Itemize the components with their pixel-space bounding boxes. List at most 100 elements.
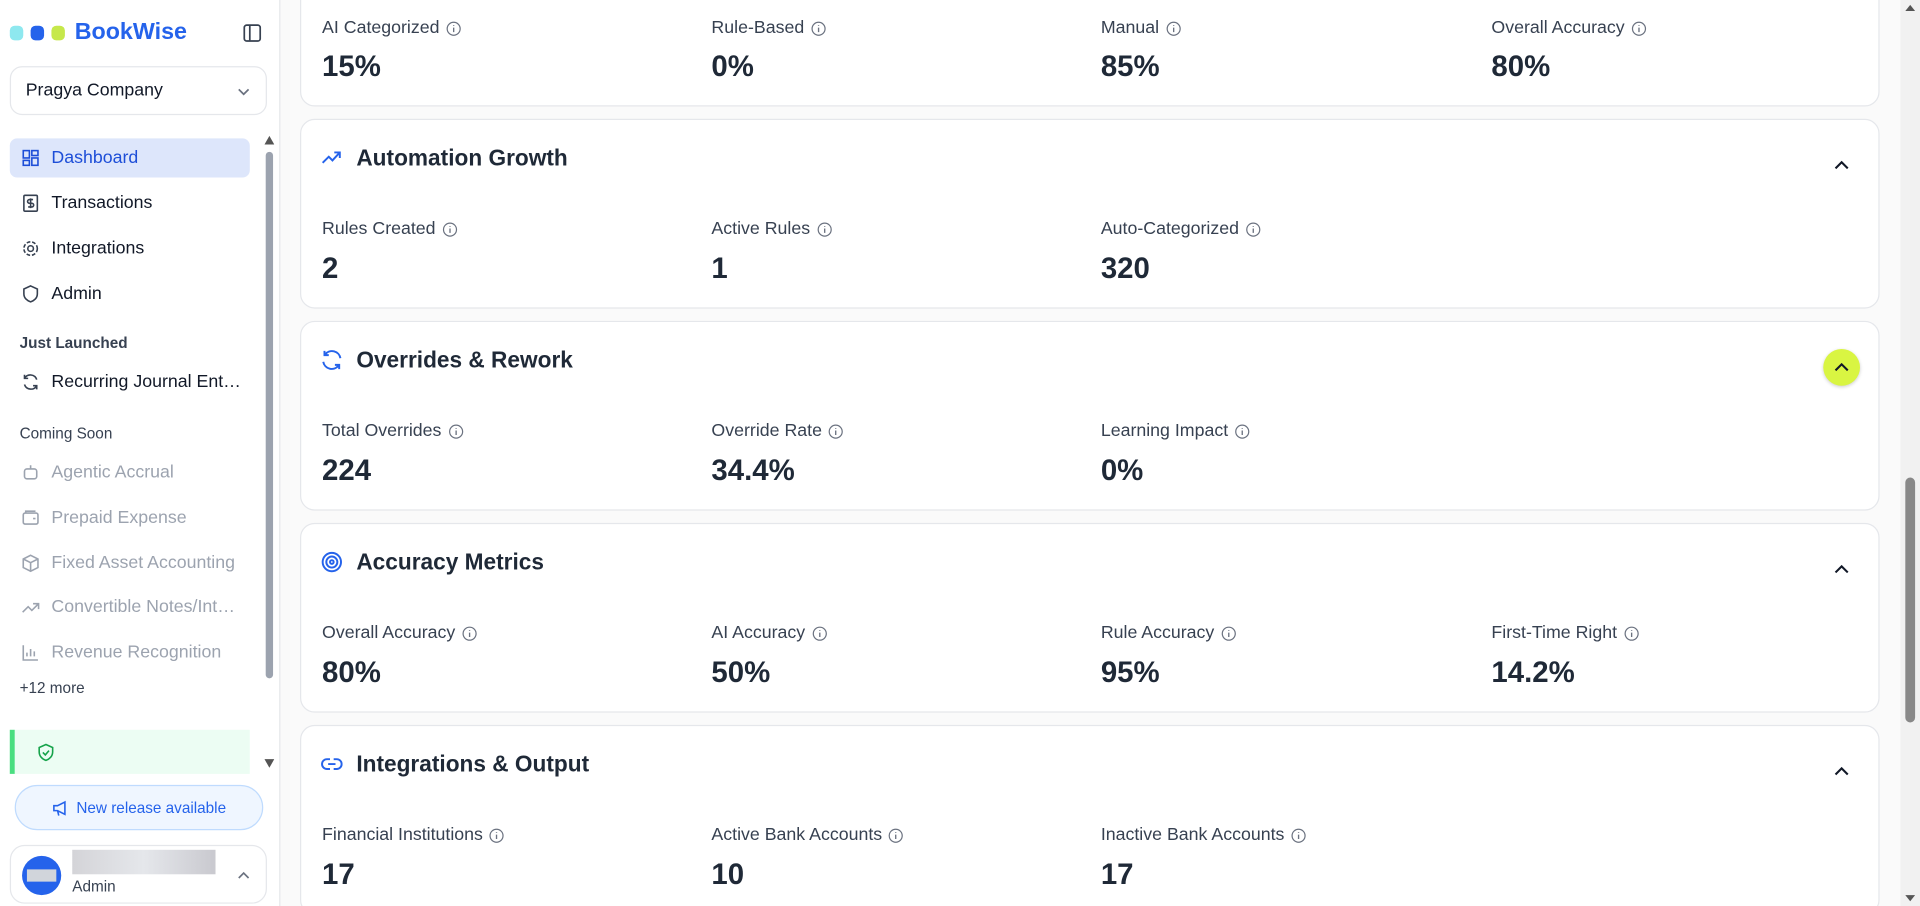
user-role: Admin xyxy=(72,877,116,896)
info-icon[interactable] xyxy=(442,221,458,237)
section-title: Automation Growth xyxy=(356,144,568,171)
nav-item[interactable]: Recurring Journal Ent… xyxy=(10,362,250,401)
nav-label: Transactions xyxy=(51,193,153,214)
nav-item[interactable]: Transactions xyxy=(10,184,250,223)
section-title: Overrides & Rework xyxy=(356,346,573,373)
info-icon[interactable] xyxy=(888,827,904,843)
page-scrollbar xyxy=(1900,0,1920,906)
chevron-down xyxy=(238,88,250,96)
metric-value: 320 xyxy=(1100,252,1150,286)
nav-item[interactable]: Integrations xyxy=(10,229,250,268)
info-icon[interactable] xyxy=(489,827,505,843)
info-icon[interactable] xyxy=(828,423,844,439)
section-card: Accuracy Metrics Overall Accuracy 80% AI Ac… xyxy=(300,522,1880,713)
metric-value: 17 xyxy=(322,858,355,892)
brand: BookWise xyxy=(74,19,187,46)
nav-item[interactable]: Dashboard xyxy=(9,138,250,178)
metric-label-text: Rule Accuracy xyxy=(1100,623,1215,643)
company-select[interactable]: Pragya Company xyxy=(9,66,267,116)
section-title: Integrations & Output xyxy=(356,750,590,777)
sidebar: BookWise Pragya Company Dashboard Transac… xyxy=(0,0,281,906)
metric-label: Learning Impact xyxy=(1101,421,1250,441)
metric-label-text: Overall Accuracy xyxy=(322,623,456,643)
section-icon xyxy=(321,349,343,377)
metric-label-text: Active Bank Accounts xyxy=(711,825,883,845)
nav-item[interactable]: Admin xyxy=(10,274,250,313)
nav-item-disabled: Agentic Accrual xyxy=(10,453,250,492)
info-icon[interactable] xyxy=(1245,221,1261,237)
info-icon[interactable] xyxy=(1623,625,1639,641)
info-icon[interactable] xyxy=(811,625,827,641)
metric-label-text: Total Overrides xyxy=(322,421,442,441)
info-icon[interactable] xyxy=(1291,827,1307,843)
info-icon[interactable] xyxy=(446,20,462,36)
nav-item-disabled: Convertible Notes/Int… xyxy=(10,588,250,627)
metric-label-text: Active Rules xyxy=(711,219,811,239)
metric-label: Financial Institutions xyxy=(322,825,505,845)
metric-value: 2 xyxy=(322,252,339,286)
metric-label-text: First-Time Right xyxy=(1491,623,1618,643)
nav-label: Revenue Recognition xyxy=(51,643,222,663)
nav-label: Admin xyxy=(51,284,102,304)
collapse-button[interactable] xyxy=(1823,753,1860,790)
info-icon[interactable] xyxy=(448,423,464,439)
collapse-sidebar[interactable] xyxy=(242,23,262,43)
section-icon xyxy=(321,753,343,781)
nav-label: Recurring Journal Ent… xyxy=(51,372,241,392)
info-icon[interactable] xyxy=(461,625,477,641)
company-name: Pragya Company xyxy=(25,80,163,101)
user-menu[interactable]: Admin xyxy=(9,844,267,904)
section-card: Overrides & Rework Total Overrides 224 Over… xyxy=(300,320,1880,511)
metric-label-text: Financial Institutions xyxy=(322,825,483,845)
metric-label: Auto-Categorized xyxy=(1101,219,1261,239)
info-icon[interactable] xyxy=(1234,423,1250,439)
info-icon[interactable] xyxy=(1631,20,1647,36)
metric-label: Override Rate xyxy=(711,421,844,441)
metric-label: Active Rules xyxy=(711,219,832,239)
metric-label-text: AI Categorized xyxy=(322,18,440,38)
group-label: Just Launched xyxy=(19,334,128,352)
metric-value: 1 xyxy=(711,252,728,286)
metric-value: 85% xyxy=(1100,50,1160,84)
user-name-redacted xyxy=(72,849,216,875)
metric-label: Overall Accuracy xyxy=(1491,18,1646,38)
info-icon[interactable] xyxy=(816,221,832,237)
metric-value: 17 xyxy=(1100,858,1134,892)
metric-label: Active Bank Accounts xyxy=(711,825,904,845)
collapse-button[interactable] xyxy=(1823,551,1860,588)
metric-label-text: Auto-Categorized xyxy=(1100,219,1239,239)
metric-value: 34.4% xyxy=(711,454,795,488)
metric-label: Rule Accuracy xyxy=(1101,623,1237,643)
info-icon[interactable] xyxy=(810,20,826,36)
nav-label: Integrations xyxy=(51,238,145,259)
release-text: New release available xyxy=(76,798,227,817)
metric-label-text: Manual xyxy=(1100,18,1160,38)
metric-value: 80% xyxy=(1491,50,1551,84)
release-button[interactable]: New release available xyxy=(14,784,264,831)
metric-value: 224 xyxy=(322,454,372,488)
more-link[interactable]: +12 more xyxy=(19,679,85,697)
section-card: Automation Growth Rules Created 2 Active Ru… xyxy=(300,118,1880,309)
nav-item-disabled: Revenue Recognition xyxy=(10,633,250,672)
metric-value: 80% xyxy=(322,656,381,690)
metric-value: 0% xyxy=(1100,454,1144,488)
section-icon xyxy=(321,147,343,175)
nav-label: Prepaid Expense xyxy=(51,507,187,528)
section-card: Integrations & Output Financial Instituti… xyxy=(300,724,1880,906)
status-banner xyxy=(9,729,250,774)
metric-label: AI Categorized xyxy=(322,18,461,38)
metric-label-text: Override Rate xyxy=(711,421,822,441)
metric-value: 14.2% xyxy=(1491,656,1575,690)
summary-card: AI Categorized 15% Rule-Based 0% Manual 85% Ov… xyxy=(300,0,1880,107)
info-icon[interactable] xyxy=(1220,625,1236,641)
metric-label-text: Rules Created xyxy=(322,219,436,239)
collapse-button[interactable] xyxy=(1823,147,1860,184)
collapse-button[interactable] xyxy=(1823,348,1861,386)
metric-value: 0% xyxy=(711,50,754,84)
info-icon[interactable] xyxy=(1165,20,1181,36)
metric-label: Rules Created xyxy=(322,219,458,239)
metric-label: Overall Accuracy xyxy=(322,623,477,643)
nav-item-disabled: Prepaid Expense xyxy=(10,498,250,537)
